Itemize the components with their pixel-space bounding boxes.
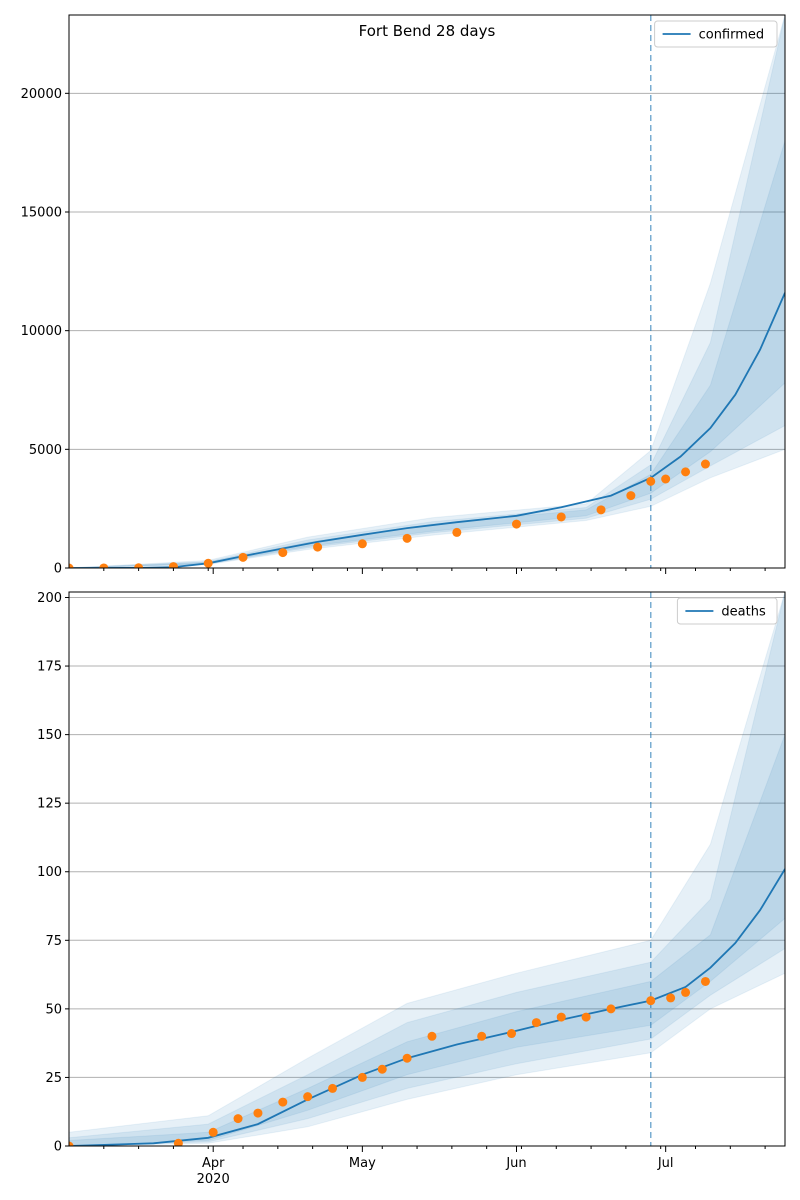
observed-point (507, 1029, 517, 1039)
legend-label: deaths (721, 605, 766, 620)
observed-point (69, 563, 74, 568)
observed-point (581, 1012, 591, 1022)
observed-point (377, 1064, 387, 1074)
observed-point (626, 491, 636, 501)
x-tick-sublabel: 2020 (197, 1172, 230, 1187)
observed-point (700, 459, 710, 469)
observed-point (606, 1004, 616, 1014)
observed-point (402, 1053, 412, 1063)
x-tick-label: Apr (202, 1156, 225, 1171)
plot-area (69, 15, 785, 568)
observed-point (512, 519, 521, 529)
observed-point (556, 1012, 566, 1022)
legend-label: confirmed (699, 28, 765, 43)
y-tick-label: 200 (37, 591, 62, 606)
y-tick-label: 150 (37, 728, 62, 743)
observed-point (700, 976, 710, 986)
series-line-deaths (69, 868, 785, 1146)
y-tick-label: 175 (37, 660, 62, 675)
y-tick-label: 125 (37, 797, 62, 812)
uncertainty-band (69, 15, 785, 568)
uncertainty-band (69, 592, 785, 1146)
observed-point (328, 1083, 338, 1093)
observed-point (303, 1092, 313, 1102)
observed-point (278, 1097, 288, 1107)
observed-point (99, 563, 109, 568)
y-tick-label: 25 (45, 1071, 62, 1086)
observed-point (203, 558, 213, 568)
observed-point (168, 562, 178, 568)
chart-panel-1: 0 5000 10000 15000 20000 Fort Bend 28 days con… (21, 14, 786, 577)
observed-point (666, 993, 676, 1003)
uncertainty-band (69, 734, 785, 1146)
legend: deaths (676, 597, 778, 625)
observed-point (661, 474, 671, 484)
observed-point (452, 527, 462, 537)
observed-point (69, 1141, 74, 1146)
observed-point (556, 512, 566, 522)
observed-point (238, 552, 248, 562)
y-tick-label: 0 (54, 562, 62, 577)
observed-point (233, 1114, 243, 1124)
y-tick-label: 20000 (21, 87, 62, 102)
legend: confirmed (654, 20, 778, 48)
legend-box (676, 597, 778, 625)
observed-point (278, 548, 288, 558)
observed-point (208, 1127, 218, 1137)
observed-point (596, 505, 606, 515)
observed-point (477, 1031, 487, 1041)
x-tick-label: Jul (657, 1156, 674, 1171)
observed-point (134, 563, 144, 568)
observed-point (427, 1031, 437, 1041)
y-tick-label: 100 (37, 865, 62, 880)
chart-title: Fort Bend 28 days (359, 22, 496, 40)
y-tick-label: 10000 (21, 324, 62, 339)
uncertainty-band (69, 592, 785, 1146)
observed-point (402, 533, 412, 543)
x-tick-label: Jun (505, 1156, 526, 1171)
observed-point (253, 1108, 263, 1118)
axes-frame (68, 591, 786, 1147)
uncertainty-band (69, 140, 785, 568)
legend-box (654, 20, 778, 48)
y-tick-label: 5000 (29, 443, 62, 458)
y-tick-label: 15000 (21, 205, 62, 220)
observed-point (646, 996, 656, 1006)
observed-point (173, 1138, 183, 1146)
observed-point (681, 987, 691, 997)
y-tick-label: 75 (45, 934, 62, 949)
x-tick-label: May (349, 1156, 376, 1171)
observed-point (357, 539, 367, 549)
axes-frame (68, 14, 786, 569)
observed-point (313, 542, 323, 552)
observed-point (646, 476, 656, 486)
observed-point (357, 1072, 367, 1082)
observed-point (531, 1018, 541, 1028)
uncertainty-band (69, 15, 785, 568)
y-tick-label: 0 (54, 1140, 62, 1155)
y-tick-label: 50 (45, 1002, 62, 1017)
observed-point (681, 467, 691, 477)
plot-area (69, 592, 785, 1146)
